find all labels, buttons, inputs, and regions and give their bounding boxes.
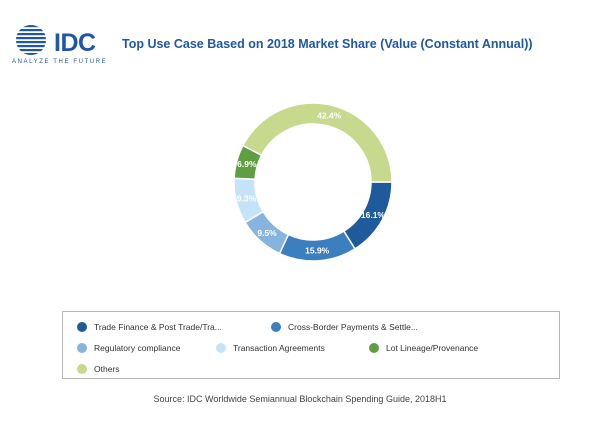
slice-value-label-2: 9.5% (257, 228, 277, 238)
source-note: Source: IDC Worldwide Semiannual Blockch… (153, 394, 447, 404)
legend-swatch-2 (77, 343, 87, 353)
legend-swatch-0 (77, 322, 87, 332)
logo-brand: IDC (54, 29, 96, 57)
slice-value-label-5: 42.4% (317, 110, 342, 120)
legend-item-5: Others (77, 364, 120, 374)
legend-item-1: Cross-Border Payments & Settle... (271, 322, 418, 332)
idc-globe-icon (16, 25, 46, 55)
legend-item-4: Lot Lineage/Provenance (369, 343, 478, 353)
donut-slice-labels: 16.1% 15.9% 9.5% 9.3% 6.9% 42.4% (237, 110, 386, 255)
slice-value-label-0: 16.1% (361, 210, 386, 220)
donut-slice-5 (241, 102, 393, 183)
slice-value-label-4: 6.9% (237, 159, 257, 169)
legend-swatch-3 (216, 343, 226, 353)
legend-label-1: Cross-Border Payments & Settle... (288, 322, 418, 332)
legend-item-0: Trade Finance & Post Trade/Tra... (77, 322, 222, 332)
legend-item-3: Transaction Agreements (216, 343, 325, 353)
legend-label-4: Lot Lineage/Provenance (386, 343, 479, 353)
legend-label-2: Regulatory compliance (94, 343, 181, 353)
chart-title: Top Use Case Based on 2018 Market Share … (122, 37, 533, 51)
legend-swatch-4 (369, 343, 379, 353)
legend-label-0: Trade Finance & Post Trade/Tra... (94, 322, 222, 332)
legend-swatch-5 (77, 364, 87, 374)
slice-value-label-3: 9.3% (237, 194, 257, 204)
logo-tagline: ANALYZE THE FUTURE (12, 59, 108, 65)
chart-legend: Trade Finance & Post Trade/Tra... Cross-B… (62, 311, 560, 379)
legend-label-3: Transaction Agreements (233, 343, 325, 353)
legend-item-2: Regulatory compliance (77, 343, 180, 353)
legend-label-5: Others (94, 364, 120, 374)
slice-value-label-1: 15.9% (305, 245, 330, 255)
donut-slices (233, 102, 393, 262)
legend-swatch-1 (271, 322, 281, 332)
idc-logo: IDC ANALYZE THE FUTURE (12, 24, 112, 74)
